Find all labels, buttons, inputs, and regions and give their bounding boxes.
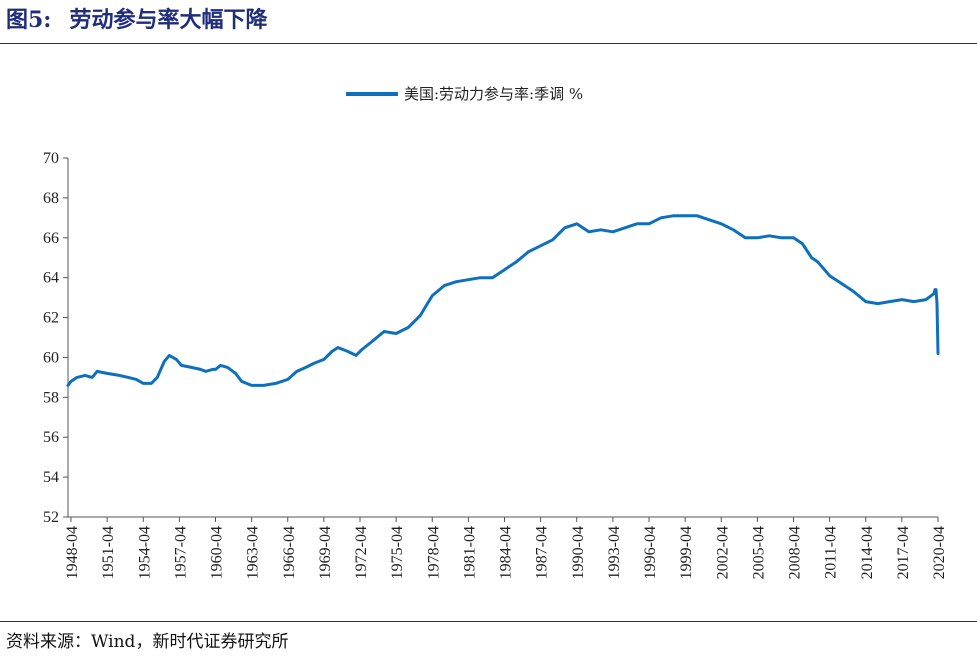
x-tick-label: 1987-04 [534,526,551,579]
x-tick-label: 1969-04 [317,526,334,579]
y-tick-label: 64 [43,270,59,287]
x-tick-label: 2011-04 [823,526,840,579]
x-tick-label: 1978-04 [425,526,442,579]
y-tick-label: 62 [43,310,59,327]
x-axis-ticks: 1948-04 1951-04 1954-04 1957-04 1960-04 1963-… [64,517,948,579]
x-tick-label: 1951-04 [100,526,117,579]
series-group [66,214,940,387]
x-tick-label: 1990-04 [570,526,587,579]
y-tick-label: 68 [43,190,59,207]
x-tick-label: 2014-04 [859,526,876,579]
y-tick-label: 66 [43,230,59,247]
x-tick-label: 1966-04 [281,526,298,579]
x-tick-label: 2002-04 [714,526,731,579]
x-tick-label: 1948-04 [64,526,81,579]
y-axis-ticks: 52 54 56 58 60 62 64 66 68 70 [43,150,68,526]
x-tick-label: 2017-04 [895,526,912,579]
top-rule [0,43,977,44]
source-note: 资料来源：Wind，新时代证券研究所 [6,632,289,652]
y-tick-label: 56 [43,429,59,446]
axes [67,158,938,518]
x-tick-label: 1972-04 [353,526,370,579]
x-tick-label: 2020-04 [931,526,948,579]
x-tick-label: 1981-04 [461,526,478,579]
legend: 美国:劳动力参与率:季调 % [346,85,583,103]
y-tick-label: 70 [43,150,59,167]
x-tick-label: 1993-04 [606,526,623,579]
figure-number: 图5: [6,7,52,33]
y-tick-label: 54 [43,469,59,486]
x-tick-label: 1996-04 [642,526,659,579]
x-tick-label: 1975-04 [389,526,406,579]
x-tick-label: 1957-04 [172,526,189,579]
y-tick-label: 58 [43,389,59,406]
y-tick-label: 60 [43,349,59,366]
bottom-rule [0,621,977,622]
x-tick-label: 1984-04 [498,526,515,579]
x-tick-label: 1999-04 [678,526,695,579]
series-line [66,214,940,387]
x-tick-label: 1954-04 [136,526,153,579]
y-tick-label: 52 [43,509,59,526]
figure-title-text: 劳动参与率大幅下降 [69,7,268,33]
chart: 美国:劳动力参与率:季调 % 52 54 56 58 60 62 64 66 68 70 1948… [43,85,948,579]
figure-title: 图5: 劳动参与率大幅下降 [6,2,267,38]
x-tick-label: 1963-04 [245,526,262,579]
x-tick-label: 1960-04 [209,526,226,579]
x-tick-label: 2008-04 [787,526,804,579]
x-tick-label: 2005-04 [750,526,767,579]
legend-label: 美国:劳动力参与率:季调 % [404,85,583,103]
